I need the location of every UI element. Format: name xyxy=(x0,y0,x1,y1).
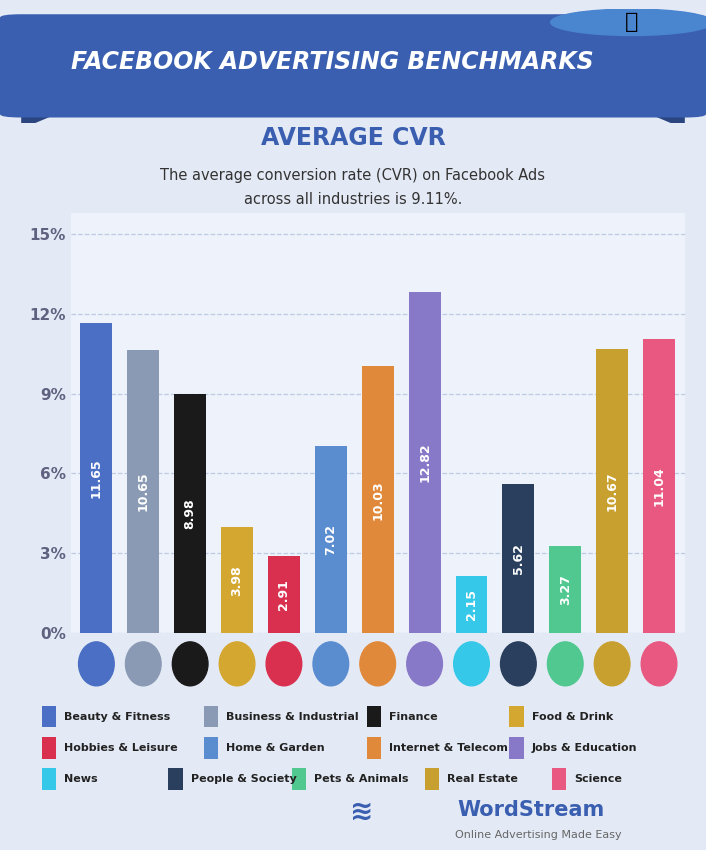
Bar xyxy=(409,292,441,633)
Bar xyxy=(549,547,581,633)
Text: 10.65: 10.65 xyxy=(137,472,150,511)
Text: Online Advertising Made Easy: Online Advertising Made Easy xyxy=(455,830,621,840)
FancyBboxPatch shape xyxy=(425,768,439,790)
Text: 12.82: 12.82 xyxy=(418,443,431,482)
Circle shape xyxy=(547,642,583,686)
FancyBboxPatch shape xyxy=(292,768,306,790)
Circle shape xyxy=(454,642,489,686)
Text: 11.04: 11.04 xyxy=(652,467,666,506)
Text: AVERAGE CVR: AVERAGE CVR xyxy=(261,126,445,150)
Bar xyxy=(268,556,300,633)
Circle shape xyxy=(266,642,301,686)
Text: 2.91: 2.91 xyxy=(277,579,290,610)
Circle shape xyxy=(594,642,630,686)
FancyBboxPatch shape xyxy=(366,706,381,728)
Text: Home & Garden: Home & Garden xyxy=(226,743,325,753)
Text: Real Estate: Real Estate xyxy=(447,774,518,784)
Text: Business & Industrial: Business & Industrial xyxy=(226,711,359,722)
Bar xyxy=(221,527,253,633)
Bar xyxy=(80,323,112,633)
Text: across all industries is 9.11%.: across all industries is 9.11%. xyxy=(244,192,462,207)
Text: 5.62: 5.62 xyxy=(512,543,525,574)
FancyBboxPatch shape xyxy=(204,706,218,728)
FancyBboxPatch shape xyxy=(366,737,381,758)
Circle shape xyxy=(313,642,349,686)
Bar xyxy=(596,349,628,633)
Text: 7.02: 7.02 xyxy=(324,524,337,555)
FancyBboxPatch shape xyxy=(169,768,183,790)
FancyBboxPatch shape xyxy=(42,706,56,728)
Text: 3.98: 3.98 xyxy=(231,565,244,596)
Bar xyxy=(174,394,206,633)
Text: People & Society: People & Society xyxy=(191,774,297,784)
FancyBboxPatch shape xyxy=(551,768,566,790)
Text: FACEBOOK ADVERTISING BENCHMARKS: FACEBOOK ADVERTISING BENCHMARKS xyxy=(71,50,593,75)
Text: ≋: ≋ xyxy=(350,797,373,825)
Bar xyxy=(315,446,347,633)
FancyBboxPatch shape xyxy=(0,14,706,117)
Text: Finance: Finance xyxy=(388,711,437,722)
FancyBboxPatch shape xyxy=(204,737,218,758)
Polygon shape xyxy=(650,114,685,129)
Circle shape xyxy=(551,9,706,36)
Text: Beauty & Fitness: Beauty & Fitness xyxy=(64,711,170,722)
Text: 2.15: 2.15 xyxy=(465,589,478,620)
Bar xyxy=(643,339,675,633)
Circle shape xyxy=(126,642,161,686)
Text: Hobbies & Leisure: Hobbies & Leisure xyxy=(64,743,177,753)
Bar xyxy=(127,349,160,633)
Text: 👍: 👍 xyxy=(626,12,638,32)
Text: 11.65: 11.65 xyxy=(90,458,103,498)
Text: Science: Science xyxy=(574,774,621,784)
Circle shape xyxy=(407,642,443,686)
Text: Jobs & Education: Jobs & Education xyxy=(532,743,637,753)
Text: WordStream: WordStream xyxy=(457,800,604,820)
Bar xyxy=(361,366,394,633)
Circle shape xyxy=(172,642,208,686)
FancyBboxPatch shape xyxy=(510,737,524,758)
FancyBboxPatch shape xyxy=(42,768,56,790)
Polygon shape xyxy=(21,114,56,129)
Circle shape xyxy=(501,642,536,686)
Text: News: News xyxy=(64,774,97,784)
Circle shape xyxy=(78,642,114,686)
Text: 3.27: 3.27 xyxy=(558,575,572,605)
FancyBboxPatch shape xyxy=(510,706,524,728)
Text: 8.98: 8.98 xyxy=(184,498,197,529)
Circle shape xyxy=(360,642,395,686)
Text: Food & Drink: Food & Drink xyxy=(532,711,613,722)
Text: 10.67: 10.67 xyxy=(606,472,618,511)
Bar xyxy=(455,576,487,633)
Bar xyxy=(503,484,534,633)
Circle shape xyxy=(641,642,677,686)
Text: 10.03: 10.03 xyxy=(371,480,384,519)
Text: Internet & Telecom: Internet & Telecom xyxy=(388,743,508,753)
Text: Pets & Animals: Pets & Animals xyxy=(314,774,409,784)
Circle shape xyxy=(220,642,255,686)
Text: The average conversion rate (CVR) on Facebook Ads: The average conversion rate (CVR) on Fac… xyxy=(160,168,546,184)
FancyBboxPatch shape xyxy=(42,737,56,758)
